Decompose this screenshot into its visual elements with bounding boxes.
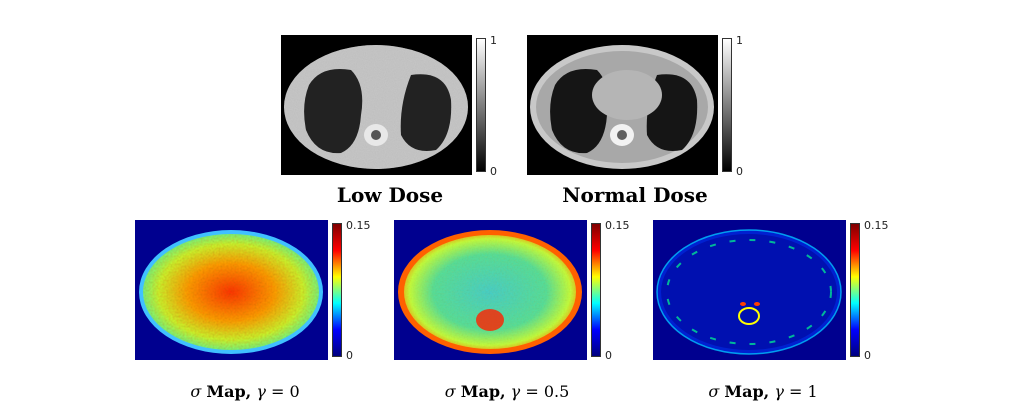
- low-dose-cbar-max: 1: [490, 34, 497, 47]
- sigma-map-gamma-0-caption: σ Map, γ = 0: [150, 382, 340, 401]
- sigma-symbol: σ: [708, 382, 720, 401]
- sigma-map-gamma-1-cbar-min: 0: [864, 349, 871, 362]
- sigma-map-gamma-1-colorbar: [850, 223, 860, 357]
- gamma-symbol: γ: [256, 382, 266, 401]
- sigma-map-gamma-05-cbar-max: 0.15: [605, 219, 630, 232]
- sigma-map-gamma-1-image: [653, 220, 846, 360]
- gamma-symbol: γ: [774, 382, 784, 401]
- sigma-symbol: σ: [444, 382, 456, 401]
- sigma-map-gamma-0-cbar-max: 0.15: [346, 219, 371, 232]
- map-label: Map,: [460, 382, 506, 401]
- normal-dose-cbar-max: 1: [736, 34, 743, 47]
- sigma-symbol: σ: [190, 382, 202, 401]
- low-dose-colorbar: [476, 38, 486, 172]
- sigma-map-gamma-0-image: [135, 220, 328, 360]
- sigma-map-gamma-0-cbar-min: 0: [346, 349, 353, 362]
- sigma-map-gamma-1-caption: σ Map, γ = 1: [668, 382, 858, 401]
- sigma-map-gamma-1-cbar-max: 0.15: [864, 219, 889, 232]
- gamma-value: = 0.5: [525, 382, 570, 401]
- sigma-map-gamma-05-image: [394, 220, 587, 360]
- gamma-value: = 0: [270, 382, 300, 401]
- gamma-symbol: γ: [510, 382, 521, 401]
- low-dose-cbar-min: 0: [490, 165, 497, 178]
- map-label: Map,: [206, 382, 252, 401]
- normal-dose-ct-image: [527, 35, 718, 175]
- low-dose-ct-image: [281, 35, 472, 175]
- normal-dose-cbar-min: 0: [736, 165, 743, 178]
- normal-dose-colorbar: [722, 38, 732, 172]
- sigma-map-gamma-05-colorbar: [591, 223, 601, 357]
- normal-dose-caption: Normal Dose: [562, 183, 708, 207]
- map-label: Map,: [724, 382, 770, 401]
- sigma-map-gamma-05-caption: σ Map, γ = 0.5: [412, 382, 602, 401]
- sigma-map-gamma-05-cbar-min: 0: [605, 349, 612, 362]
- sigma-map-gamma-0-colorbar: [332, 223, 342, 357]
- gamma-value: = 1: [788, 382, 818, 401]
- low-dose-caption: Low Dose: [336, 183, 444, 207]
